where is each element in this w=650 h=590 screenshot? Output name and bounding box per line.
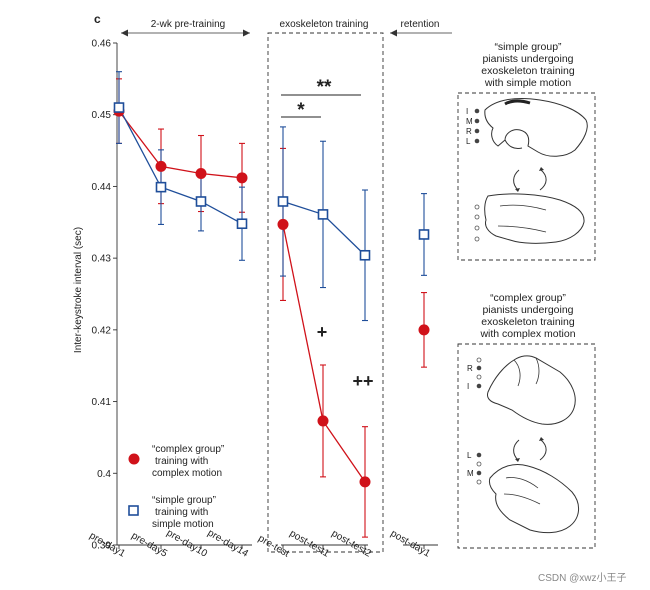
svg-text:L: L xyxy=(467,451,472,460)
svg-text:exoskeleton training: exoskeleton training xyxy=(481,316,575,328)
y-tick-label: 0.45 xyxy=(92,110,112,121)
phase-headers: 2-wk pre-training exoskeleton training r… xyxy=(121,17,452,37)
markers-complex xyxy=(113,105,430,488)
x-tick-label: pre-day14 xyxy=(206,528,251,560)
data-point-complex xyxy=(195,168,207,180)
svg-text:I: I xyxy=(467,382,469,391)
series-line-simple xyxy=(118,107,243,225)
simple-group-caption: “simple group” pianists undergoing exosk… xyxy=(481,41,575,89)
series-line-complex xyxy=(282,224,366,483)
phase-exoskeleton-label: exoskeleton training xyxy=(280,19,369,30)
svg-text:R: R xyxy=(466,127,472,136)
watermark: CSDN @xwz小王子 xyxy=(538,572,627,584)
data-point-simple xyxy=(418,229,430,240)
svg-text:I: I xyxy=(466,107,468,116)
x-tick-label: post-test2 xyxy=(329,528,373,560)
svg-text:pianists undergoing: pianists undergoing xyxy=(482,53,573,65)
series-line-complex xyxy=(118,110,243,179)
significance-plus: + xyxy=(317,322,328,342)
data-point-simple xyxy=(277,196,289,207)
x-tick-label: pre-day10 xyxy=(165,528,210,560)
svg-text:M: M xyxy=(467,469,474,478)
significance-brackets: ** * + ++ xyxy=(281,77,374,391)
y-axis-label: Inter-keystroke interval (sec) xyxy=(73,227,84,353)
phase-pretraining-label: 2-wk pre-training xyxy=(151,19,225,30)
legend-complex-line-3: complex motion xyxy=(152,468,222,479)
panel-label: c xyxy=(94,12,101,26)
y-tick-label: 0.4 xyxy=(97,469,111,480)
legend-complex-line-1: “complex group” xyxy=(152,444,224,455)
significance-double-plus: ++ xyxy=(352,371,373,391)
data-point-simple xyxy=(195,196,207,207)
legend-simple-line-2: training with xyxy=(155,507,208,518)
data-point-complex xyxy=(277,218,289,230)
data-point-complex xyxy=(155,160,167,172)
svg-text:R: R xyxy=(467,364,473,373)
data-point-complex xyxy=(418,324,430,336)
y-axis: 0.39 0.4 0.41 0.42 0.43 0.44 0.45 0.46 xyxy=(92,39,118,552)
phase-retention-label: retention xyxy=(401,19,440,30)
data-point-simple xyxy=(359,249,371,261)
exoskeleton-phase-box xyxy=(267,32,384,553)
y-tick-label: 0.44 xyxy=(92,182,112,193)
significance-single-star: * xyxy=(297,100,305,121)
x-tick-label: post-test1 xyxy=(287,528,331,560)
complex-motion-illustration: R I L M xyxy=(457,343,596,549)
y-tick-label: 0.43 xyxy=(92,254,112,265)
y-tick-label: 0.42 xyxy=(92,325,112,336)
svg-text:L: L xyxy=(466,137,471,146)
series-simple xyxy=(116,71,427,322)
complex-group-caption: “complex group” pianists undergoing exos… xyxy=(479,292,575,340)
svg-text:pianists undergoing: pianists undergoing xyxy=(482,304,573,316)
data-point-simple xyxy=(236,218,248,230)
y-tick-label: 0.39 xyxy=(92,541,112,552)
data-point-simple xyxy=(113,102,125,113)
svg-text:“simple group”: “simple group” xyxy=(494,41,562,53)
x-tick-label: post-day1 xyxy=(388,528,432,560)
svg-text:exoskeleton training: exoskeleton training xyxy=(481,65,575,77)
legend-simple-line-3: simple motion xyxy=(152,519,214,530)
legend-simple-marker xyxy=(128,505,139,516)
svg-text:with simple motion: with simple motion xyxy=(484,77,572,89)
data-point-complex xyxy=(236,172,248,184)
legend-simple-line-1: “simple group” xyxy=(152,495,216,506)
data-point-complex xyxy=(317,415,329,427)
legend-complex-line-2: training with xyxy=(155,456,208,467)
x-tick-label: pre-test xyxy=(256,533,291,560)
y-tick-label: 0.41 xyxy=(92,397,112,408)
data-point-simple xyxy=(317,209,329,220)
series-layer xyxy=(113,71,430,538)
legend: “complex group” training with complex mo… xyxy=(128,444,224,530)
svg-text:M: M xyxy=(466,117,473,126)
data-point-simple xyxy=(155,181,167,193)
svg-text:with complex motion: with complex motion xyxy=(479,328,575,340)
y-tick-label: 0.46 xyxy=(92,39,112,50)
markers-simple xyxy=(113,102,430,261)
data-point-complex xyxy=(359,476,371,488)
legend-complex-marker xyxy=(128,453,140,465)
svg-text:“complex group”: “complex group” xyxy=(490,292,566,304)
significance-double-star: ** xyxy=(317,77,332,98)
simple-motion-illustration: I M R L xyxy=(457,92,596,261)
